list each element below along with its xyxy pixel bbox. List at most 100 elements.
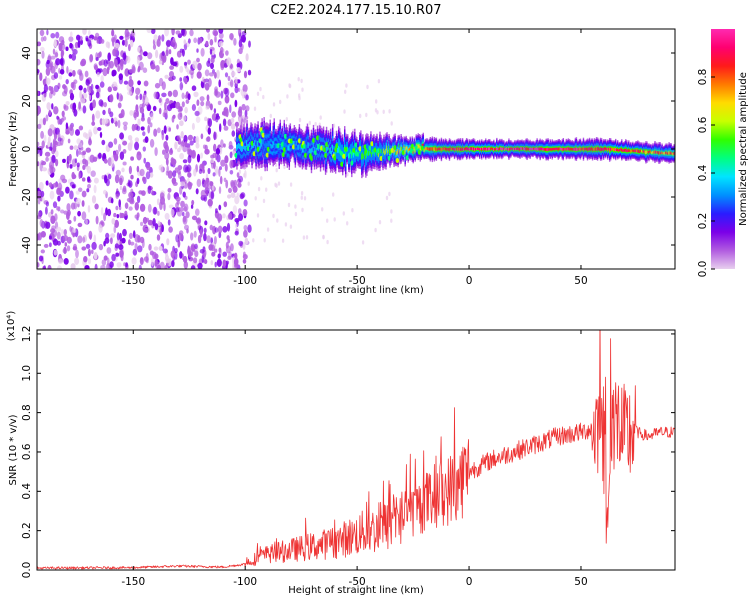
spectrogram-band-cell (466, 147, 469, 151)
spectrogram-band-cell (516, 147, 518, 151)
spectrogram-band-cell (637, 149, 639, 153)
spectrogram-band-cell (294, 144, 297, 151)
spectrogram-noise-cell (225, 50, 229, 56)
spectrogram-band-cell (442, 147, 445, 150)
spectrogram-noise-cell (46, 29, 49, 36)
spectrogram-noise-cell (196, 153, 201, 163)
spectrogram-y-label: Frequency (Hz) (8, 111, 19, 187)
spectrogram-noise-cell (232, 205, 238, 215)
spectrogram-noise-cell (73, 145, 78, 151)
spectrogram-band-cell (531, 147, 533, 151)
spectrogram-noise-cell (181, 101, 185, 108)
spectrogram-noise-cell (47, 264, 52, 269)
spectrogram-faint-cell (236, 192, 239, 197)
spectrogram-band-cell (648, 150, 650, 154)
spectrogram-noise-cell (210, 190, 215, 200)
spectrogram-noise-cell (98, 243, 104, 251)
spectrogram-noise-cell (228, 251, 233, 259)
spectrogram-noise-cell (96, 38, 100, 44)
spectrogram-noise-cell (150, 112, 154, 121)
snr-frame (36, 329, 676, 571)
spectrogram-noise-cell (222, 251, 227, 257)
spectrogram-faint-cell (314, 121, 317, 127)
spectrogram-noise-cell (139, 203, 146, 212)
spectrogram-band-cell (385, 148, 387, 155)
spectrogram-noise-cell (52, 90, 56, 96)
spectrogram-noise-cell (205, 186, 209, 196)
spectrogram-band-cell (261, 139, 263, 147)
spectrogram-band-cell (424, 147, 427, 151)
spectrogram-band-cell (380, 148, 382, 154)
spectrogram-noise-cell (106, 247, 112, 254)
spectrogram-band-cell (607, 147, 610, 151)
spectrogram-noise-cell (118, 93, 123, 102)
spectrogram-faint-cell (272, 213, 275, 219)
spectrogram-hotspot (390, 147, 395, 153)
spectrogram-noise-cell (115, 169, 121, 176)
spectrogram-band-cell (546, 147, 548, 151)
spectrogram-noise-cell (61, 49, 65, 57)
spectrogram-noise-cell (37, 233, 40, 241)
spectrogram-band-cell (308, 148, 311, 154)
spectrogram-noise-cell (124, 202, 129, 209)
spectrogram-noise-cell (95, 91, 100, 99)
spectrogram-noise-cell (193, 37, 198, 44)
spectrogram-band-cell (393, 148, 395, 154)
spectrogram-faint-cell (254, 196, 257, 201)
spectrogram-noise-cell (158, 35, 161, 41)
spectrogram-noise-cell (152, 105, 157, 112)
spectrogram-noise-cell (49, 164, 54, 174)
spectrogram-band-cell (412, 150, 414, 154)
spectrogram-band-cell (562, 147, 565, 151)
spectrogram-noise-cell (145, 252, 149, 261)
spectrogram-noise-cell (188, 181, 191, 186)
spectrogram-faint-cell (345, 83, 348, 88)
spectrogram-faint-cell (238, 117, 241, 122)
spectrogram-noise-cell (215, 91, 221, 98)
spectrogram-band-cell (497, 147, 499, 151)
spectrogram-faint-cell (365, 112, 368, 118)
x-tick-label: -100 (233, 576, 257, 588)
spectrogram-noise-cell (58, 42, 63, 52)
spectrogram-noise-cell (75, 129, 80, 136)
spectrogram-hotspot (370, 141, 375, 147)
spectrogram-noise-cell (78, 142, 83, 149)
spectrogram-noise-cell (52, 144, 57, 153)
spectrogram-noise-cell (121, 237, 126, 244)
spectrogram-noise-cell (119, 151, 125, 160)
spectrogram-noise-cell (129, 138, 133, 148)
spectrogram-noise-cell (220, 90, 224, 99)
spectrogram-faint-cell (260, 176, 263, 181)
spectrogram-noise-cell (206, 136, 211, 142)
spectrogram-noise-cell (103, 240, 106, 247)
spectrogram-noise-cell (103, 189, 107, 195)
spectrogram-noise-cell (206, 235, 211, 244)
spectrogram-noise-cell (238, 106, 242, 114)
spectrogram-band-cell (238, 143, 240, 149)
spectrogram-noise-cell (184, 77, 188, 85)
spectrogram-noise-cell (222, 213, 226, 219)
spectrogram-noise-cell (179, 152, 185, 160)
spectrogram-noise-cell (210, 158, 215, 164)
spectrogram-noise-cell (247, 69, 252, 76)
spectrogram-noise-cell (40, 190, 45, 198)
spectrogram-faint-cell (301, 87, 304, 92)
spectrogram-noise-cell (171, 29, 175, 36)
spectrogram-faint-cell (343, 109, 346, 114)
spectrogram-noise-cell (127, 44, 131, 52)
spectrogram-band-cell (435, 147, 438, 151)
spectrogram-band-cell (507, 148, 509, 151)
spectrogram-noise-cell (224, 155, 229, 164)
spectrogram-band-cell (503, 147, 505, 150)
spectrogram-noise-cell (97, 127, 102, 131)
spectrogram-noise-cell (53, 39, 57, 48)
spectrogram-band-cell (474, 147, 477, 151)
spectrogram-noise-cell (103, 158, 108, 164)
spectrogram-noise-cell (170, 39, 176, 47)
spectrogram-faint-cell (275, 168, 278, 173)
spectrogram-noise-cell (91, 249, 94, 255)
colorbar-label: Normalized spectral amplitude (738, 72, 749, 226)
spectrogram-noise-cell (175, 30, 181, 35)
spectrogram-noise-cell (40, 249, 45, 254)
spectrogram-noise-cell (152, 218, 156, 227)
